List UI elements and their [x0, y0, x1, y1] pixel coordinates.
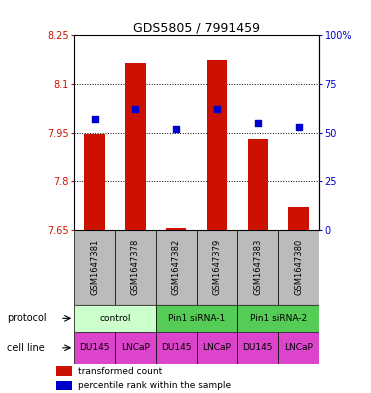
Point	[214, 106, 220, 112]
Text: Pin1 siRNA-1: Pin1 siRNA-1	[168, 314, 225, 323]
Bar	[278, 230, 319, 305]
Bar	[156, 230, 197, 305]
Bar	[115, 332, 156, 364]
Text: GSM1647382: GSM1647382	[172, 239, 181, 296]
Bar	[237, 305, 319, 332]
Bar	[237, 332, 278, 364]
Text: GSM1647379: GSM1647379	[213, 239, 221, 296]
Bar	[197, 230, 237, 305]
Text: GSM1647378: GSM1647378	[131, 239, 140, 296]
Text: LNCaP: LNCaP	[203, 343, 232, 352]
Text: GSM1647380: GSM1647380	[294, 239, 303, 296]
Bar	[278, 332, 319, 364]
Bar	[125, 63, 145, 230]
Point	[255, 120, 261, 126]
Text: DU145: DU145	[79, 343, 110, 352]
Text: LNCaP: LNCaP	[284, 343, 313, 352]
Bar	[84, 134, 105, 230]
Bar	[237, 230, 278, 305]
Bar	[156, 305, 237, 332]
Text: protocol: protocol	[7, 313, 47, 323]
Bar	[207, 60, 227, 230]
Text: DU145: DU145	[161, 343, 191, 352]
Point	[132, 106, 138, 112]
Bar	[197, 332, 237, 364]
Bar	[166, 228, 186, 230]
Bar	[56, 380, 72, 390]
Bar	[115, 230, 156, 305]
Text: LNCaP: LNCaP	[121, 343, 150, 352]
Text: percentile rank within the sample: percentile rank within the sample	[78, 381, 231, 390]
Bar	[74, 230, 115, 305]
Bar	[74, 305, 156, 332]
Text: GSM1647383: GSM1647383	[253, 239, 262, 296]
Point	[92, 116, 98, 122]
Title: GDS5805 / 7991459: GDS5805 / 7991459	[133, 21, 260, 34]
Point	[296, 124, 302, 130]
Bar	[74, 332, 115, 364]
Text: GSM1647381: GSM1647381	[90, 239, 99, 296]
Text: DU145: DU145	[243, 343, 273, 352]
Bar	[247, 139, 268, 230]
Text: transformed count: transformed count	[78, 367, 162, 376]
Bar	[156, 332, 197, 364]
Text: Pin1 siRNA-2: Pin1 siRNA-2	[250, 314, 307, 323]
Point	[173, 126, 179, 132]
Bar	[288, 207, 309, 230]
Text: control: control	[99, 314, 131, 323]
Bar	[56, 366, 72, 376]
Text: cell line: cell line	[7, 343, 45, 353]
